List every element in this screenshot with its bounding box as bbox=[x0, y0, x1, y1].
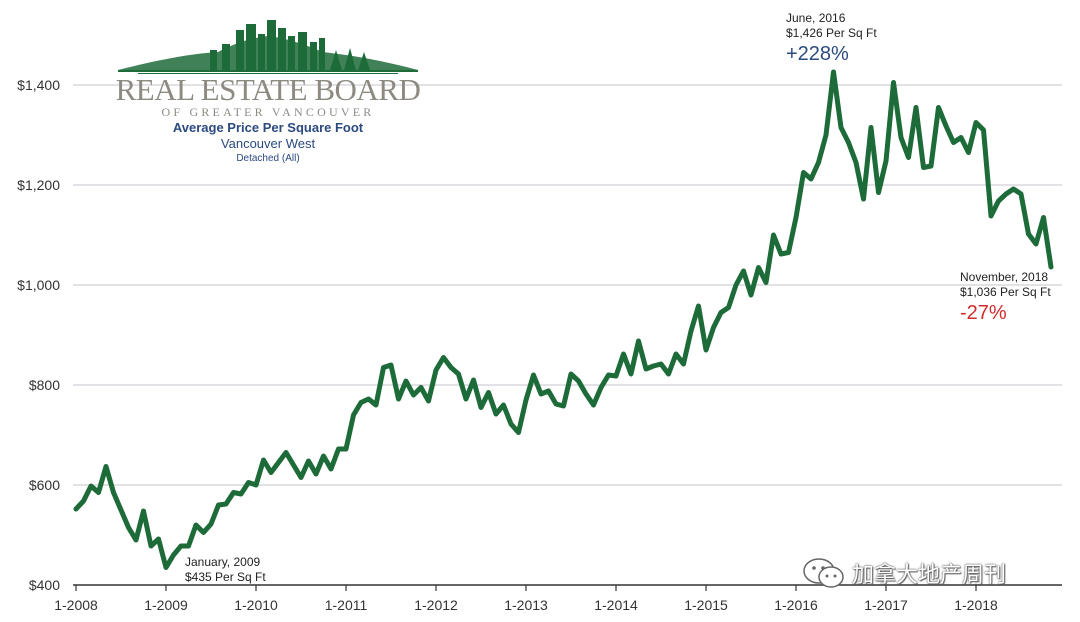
x-tick-label: 1-2016 bbox=[774, 597, 818, 613]
x-tick-label: 1-2011 bbox=[325, 597, 368, 613]
chart-subsubtitle: Detached (All) bbox=[236, 153, 300, 164]
gridlines bbox=[73, 84, 1062, 486]
annotation-peak-value: $1,426 Per Sq Ft bbox=[786, 26, 877, 40]
y-tick-label: $800 bbox=[29, 377, 60, 393]
skyline-logo-icon bbox=[118, 20, 418, 74]
x-tick-label: 1-2012 bbox=[414, 597, 458, 613]
annotation-peak-date: June, 2016 bbox=[786, 11, 846, 25]
x-tick-label: 1-2010 bbox=[234, 597, 278, 613]
x-tick-label: 1-2017 bbox=[864, 597, 908, 613]
x-tick-label: 1-2018 bbox=[954, 597, 998, 613]
annotation-last-date: November, 2018 bbox=[960, 270, 1048, 284]
chart-title: Average Price Per Square Foot bbox=[172, 120, 364, 135]
y-axis: $400 $600 $800 $1,000 $1,200 $1,400 bbox=[17, 77, 60, 593]
x-tick-label: 1-2013 bbox=[504, 597, 548, 613]
annotation-min-date: January, 2009 bbox=[185, 555, 260, 569]
y-tick-label: $400 bbox=[29, 577, 60, 593]
x-tick-label: 1-2014 bbox=[594, 597, 638, 613]
y-tick-label: $1,400 bbox=[17, 77, 60, 93]
annotation-last-value: $1,036 Per Sq Ft bbox=[960, 285, 1051, 299]
x-tick-label: 1-2009 bbox=[144, 597, 188, 613]
watermark: 加拿大地产周刊 bbox=[802, 556, 1006, 590]
x-axis-ticks: 1-2008 1-2009 1-2010 1-2011 1-2012 1-2013 1-20… bbox=[54, 585, 998, 613]
y-tick-label: $1,200 bbox=[17, 177, 60, 193]
annotations: January, 2009 $435 Per Sq Ft June, 2016 … bbox=[185, 11, 1051, 584]
x-tick-label: 1-2015 bbox=[684, 597, 728, 613]
annotation-min-value: $435 Per Sq Ft bbox=[185, 570, 266, 584]
annotation-peak-percent: +228% bbox=[786, 43, 849, 65]
series-group bbox=[73, 69, 1054, 570]
y-tick-label: $600 bbox=[29, 477, 60, 493]
series-line bbox=[73, 69, 1054, 570]
chart-subtitle: Vancouver West bbox=[220, 136, 316, 151]
wechat-icon bbox=[803, 558, 844, 588]
brand-subname: OF GREATER VANCOUVER bbox=[161, 105, 375, 119]
annotation-last-percent: -27% bbox=[960, 302, 1007, 324]
brand-name: REAL ESTATE BOARD bbox=[115, 72, 421, 107]
x-tick-label: 1-2008 bbox=[54, 597, 98, 613]
logo: REAL ESTATE BOARD OF GREATER VANCOUVER A… bbox=[108, 20, 428, 165]
watermark-text: 加拿大地产周刊 bbox=[852, 563, 1007, 588]
y-tick-label: $1,000 bbox=[17, 277, 60, 293]
